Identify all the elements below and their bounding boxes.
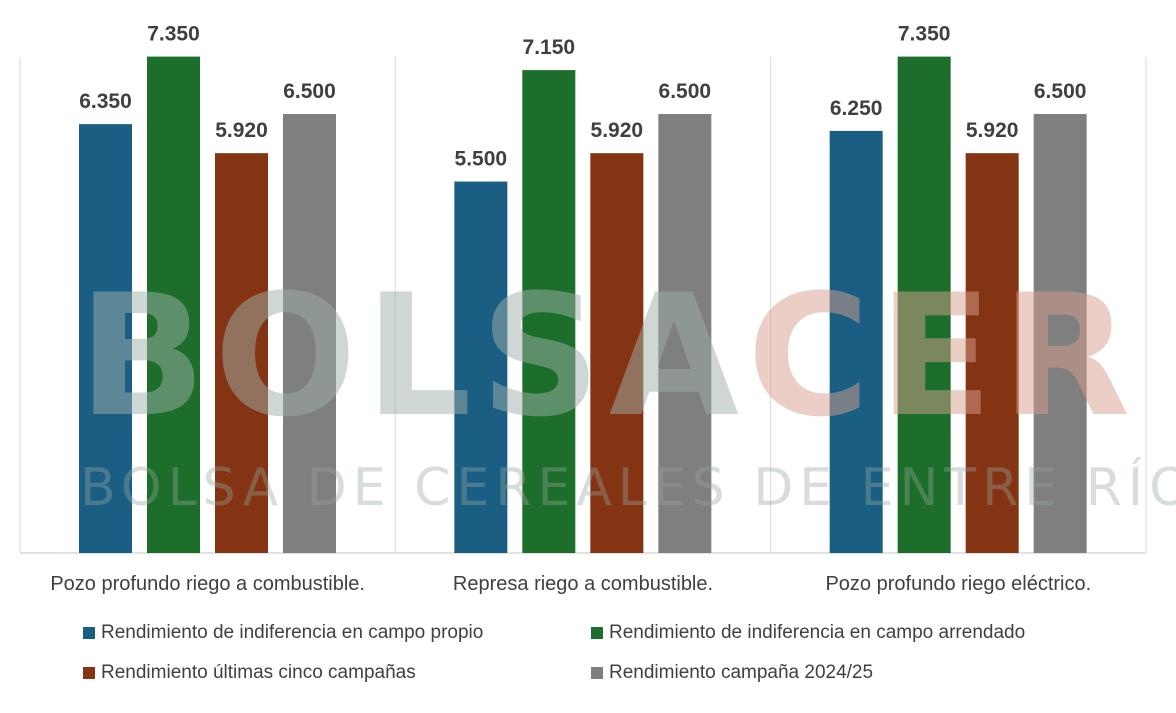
bar [590, 153, 644, 553]
data-label: 6.350 [79, 90, 132, 113]
bar [215, 153, 268, 553]
data-label: 5.920 [966, 119, 1019, 142]
data-label: 6.500 [1034, 80, 1087, 103]
data-label: 6.250 [830, 97, 883, 120]
bar [283, 114, 336, 553]
x-tick-label: Represa riego a combustible. [453, 573, 713, 595]
data-label: 6.500 [659, 80, 712, 103]
data-label: 7.150 [523, 36, 576, 59]
bar [79, 124, 132, 553]
data-label: 5.920 [591, 119, 644, 142]
data-label: 7.350 [147, 23, 200, 46]
bar [897, 56, 951, 553]
data-label: 7.350 [898, 23, 951, 46]
x-tick-label: Pozo profundo riego a combustible. [50, 573, 365, 595]
bar [965, 153, 1019, 553]
bar [454, 181, 508, 553]
data-label: 5.920 [215, 119, 268, 142]
data-label: 5.500 [455, 148, 508, 171]
bar [522, 70, 576, 553]
bar [1033, 114, 1087, 553]
bar [658, 114, 712, 553]
data-label: 6.500 [283, 80, 336, 103]
bar [829, 130, 883, 553]
x-tick-label: Pozo profundo riego eléctrico. [825, 573, 1091, 595]
bar [147, 56, 200, 553]
